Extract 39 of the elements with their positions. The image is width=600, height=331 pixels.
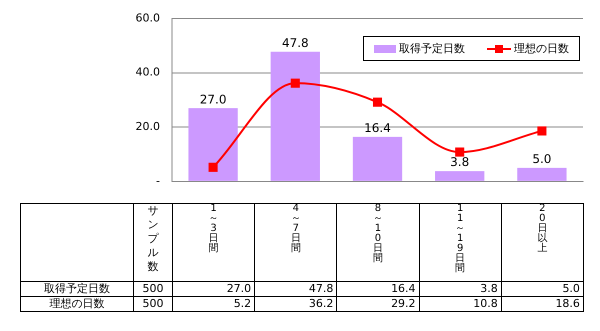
data-label: 29.2 [336, 296, 420, 312]
bar [270, 52, 320, 181]
data-label: 5.2 [172, 296, 255, 312]
legend-label: 取得予定日数 [399, 41, 465, 56]
text: 理想の日数 [50, 297, 104, 310]
text: 3.8 [450, 155, 470, 170]
x-tick-label: 11～19日間 [454, 203, 466, 274]
x-tick-label: 4～7日間 [290, 203, 302, 254]
text: 5.0 [532, 152, 552, 166]
y-tick-label: - [156, 174, 160, 188]
data-label: 36.2 [254, 296, 337, 312]
text: 500 [134, 296, 172, 312]
text: 16.4 [364, 121, 391, 136]
bar [517, 168, 567, 181]
data-label: 10.8 [419, 296, 502, 312]
point [208, 162, 218, 172]
point [537, 126, 546, 136]
text: 500 [134, 282, 172, 296]
y-tick-label: 40.0 [136, 66, 160, 79]
y-tick-label: 20.0 [136, 120, 160, 133]
data-label: 5.0 [501, 282, 584, 296]
data-label: 3.8 [419, 282, 502, 296]
data-label: 47.8 [254, 282, 337, 296]
text: 取得予定日数 [44, 282, 110, 295]
point [455, 148, 464, 157]
point [372, 98, 382, 107]
bar [435, 171, 484, 181]
bar [188, 108, 238, 181]
text: 27.0 [200, 92, 226, 106]
x-tick-label: 1～3日間 [208, 203, 220, 254]
y-tick-label: 60.0 [136, 11, 160, 24]
text: 47.8 [282, 36, 309, 50]
text: サンプル数 [147, 204, 159, 274]
bar [352, 136, 402, 181]
data-label: 16.4 [336, 282, 420, 296]
data-label: 18.6 [501, 296, 584, 312]
legend-label: 理想の日数 [514, 41, 569, 56]
point [290, 78, 300, 88]
data-label: 27.0 [172, 282, 255, 296]
